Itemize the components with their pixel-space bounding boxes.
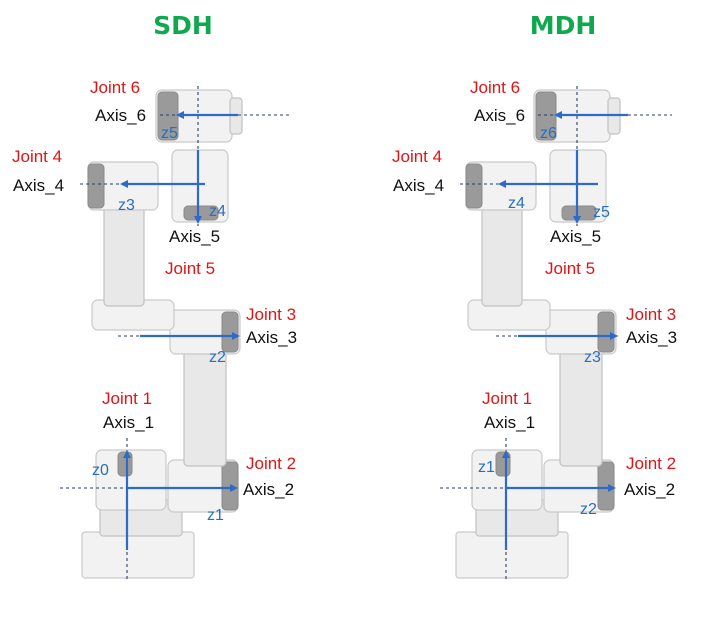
joint3-cap xyxy=(597,311,615,353)
axis2-label: Axis_2 xyxy=(624,480,675,499)
robot-base xyxy=(455,531,569,579)
joint4-label: Joint 4 xyxy=(392,147,442,166)
frame-label-c: z4 xyxy=(209,203,226,220)
joint5-label: Joint 5 xyxy=(165,259,215,278)
joint3-cap xyxy=(221,311,239,353)
joint1-label: Joint 1 xyxy=(482,389,532,408)
joint2-label: Joint 2 xyxy=(246,454,296,473)
robot-arm-image xyxy=(81,89,243,579)
joint2-cap xyxy=(597,461,615,511)
axis5-label: Axis_5 xyxy=(550,227,601,246)
frame-label-f: z2 xyxy=(580,501,597,518)
frame-label-e: z0 xyxy=(92,462,109,479)
sdh-panel: SDH xyxy=(12,11,297,580)
joint5-cap xyxy=(561,205,597,221)
joint2-cap xyxy=(221,461,239,511)
frame-label-d: z2 xyxy=(209,349,226,366)
joint1-cap xyxy=(495,451,511,477)
axis1-label: Axis_1 xyxy=(103,413,154,432)
joint3-label: Joint 3 xyxy=(246,305,296,324)
frame-label-b: z4 xyxy=(508,195,525,212)
joint5-label: Joint 5 xyxy=(545,259,595,278)
axis3-label: Axis_3 xyxy=(626,328,677,347)
frame-label-b: z3 xyxy=(118,197,135,214)
axis4-label: Axis_4 xyxy=(13,176,64,195)
axis5-label: Axis_5 xyxy=(169,227,220,246)
robot-arm-image xyxy=(455,89,621,579)
axis6-label: Axis_6 xyxy=(95,106,146,125)
joint6-label: Joint 6 xyxy=(470,78,520,97)
frame-label-d: z3 xyxy=(584,349,601,366)
frame-label-a: z5 xyxy=(161,125,178,142)
frame-label-e: z1 xyxy=(478,459,495,476)
axis3-label: Axis_3 xyxy=(246,328,297,347)
joint2-label: Joint 2 xyxy=(626,454,676,473)
joint6-label: Joint 6 xyxy=(90,78,140,97)
axis4-label: Axis_4 xyxy=(393,176,444,195)
axis2-label: Axis_2 xyxy=(243,480,294,499)
frame-label-f: z1 xyxy=(207,507,224,524)
robot-base xyxy=(81,531,195,579)
axis6-label: Axis_6 xyxy=(474,106,525,125)
frame-label-c: z5 xyxy=(593,204,610,221)
joint1-label: Joint 1 xyxy=(102,389,152,408)
joint4-label: Joint 4 xyxy=(12,147,62,166)
joint4-cap xyxy=(465,163,483,209)
joint1-cap xyxy=(117,451,133,477)
mdh-panel: MDH xyxy=(392,11,677,580)
frame-label-a: z6 xyxy=(540,125,557,142)
panel-title: MDH xyxy=(530,11,597,40)
upper-link xyxy=(481,195,523,307)
joint4-cap xyxy=(87,163,105,209)
joint3-label: Joint 3 xyxy=(626,305,676,324)
panel-title: SDH xyxy=(153,11,213,40)
axis1-label: Axis_1 xyxy=(484,413,535,432)
joint1-housing xyxy=(95,449,167,511)
